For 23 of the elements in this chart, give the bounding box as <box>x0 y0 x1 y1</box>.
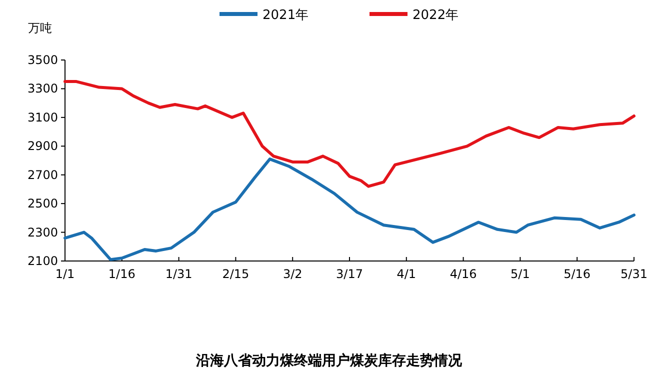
y-tick-label: 3100 <box>27 110 58 124</box>
x-tick-label: 1/16 <box>108 267 136 281</box>
x-tick-label: 3/17 <box>336 267 363 281</box>
y-tick-label: 2900 <box>27 139 58 154</box>
x-tick-label: 4/1 <box>396 267 416 281</box>
y-tick-label: 2300 <box>27 225 58 240</box>
x-tick-label: 5/1 <box>510 267 530 281</box>
x-tick-label: 1/31 <box>165 267 192 281</box>
legend-label: 2022年 <box>412 8 459 23</box>
x-tick-label: 4/16 <box>450 267 477 281</box>
y-tick-label: 3300 <box>27 82 58 96</box>
legend-label: 2021年 <box>262 8 309 23</box>
x-tick-label: 5/16 <box>564 267 591 281</box>
y-tick-label: 2100 <box>27 254 58 268</box>
x-tick-label: 3/2 <box>282 267 302 281</box>
x-tick-label: 1/1 <box>55 267 75 281</box>
y-tick-label: 2700 <box>27 168 58 182</box>
x-tick-label: 5/31 <box>620 267 648 281</box>
x-tick-label: 2/15 <box>222 267 250 281</box>
y-tick-label: 3500 <box>27 53 58 67</box>
y-axis-title: 万吨 <box>28 21 52 35</box>
text: 沿海八省动力煤终端用户煤炭库存走势情况 <box>195 352 463 369</box>
y-tick-label: 2500 <box>27 196 58 211</box>
